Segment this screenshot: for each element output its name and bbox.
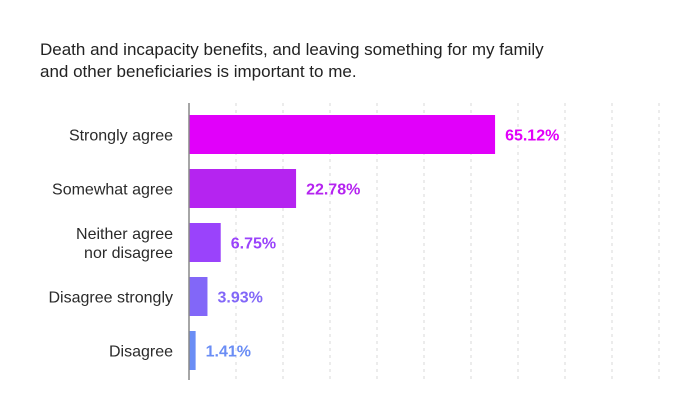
- bars: Strongly agree 65.12% Somewhat agree 22.78%…: [49, 115, 559, 370]
- category-label: Neither agree: [76, 226, 173, 243]
- bar: [189, 223, 221, 262]
- chart-title-line: and other beneficiaries is important to …: [40, 62, 357, 81]
- chart-title-line: Death and incapacity benefits, and leavi…: [40, 40, 544, 59]
- bar: [189, 331, 196, 370]
- data-label: 22.78%: [306, 182, 360, 199]
- data-label: 3.93%: [217, 290, 262, 307]
- bar: [189, 169, 297, 208]
- category-label: Disagree strongly: [49, 290, 174, 307]
- category-label: Somewhat agree: [52, 182, 173, 199]
- chart-title: Death and incapacity benefits, and leavi…: [40, 40, 544, 81]
- data-label: 1.41%: [206, 344, 251, 361]
- data-label: 65.12%: [505, 128, 559, 145]
- category-label: nor disagree: [84, 245, 173, 262]
- category-label: Disagree: [109, 344, 173, 361]
- category-label: Strongly agree: [69, 128, 173, 145]
- bar: [189, 115, 496, 154]
- bar: [189, 277, 208, 316]
- data-label: 6.75%: [231, 236, 276, 253]
